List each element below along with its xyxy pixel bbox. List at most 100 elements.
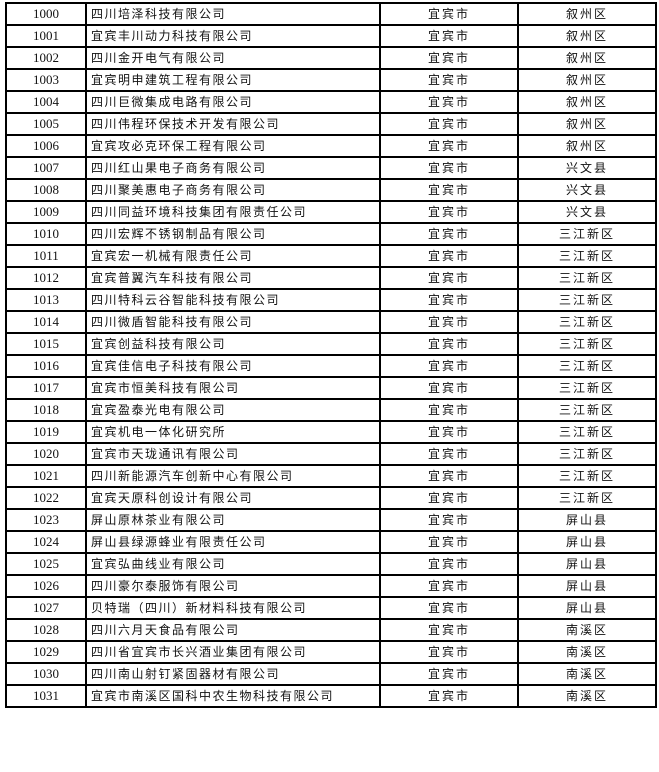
table-row: 1009 四川同益环境科技集团有限责任公司 宜宾市 兴文县 (5, 200, 657, 224)
city-cell: 宜宾市 (379, 574, 519, 598)
city-cell: 宜宾市 (379, 662, 519, 686)
company-name: 宜宾机电一体化研究所 (85, 420, 381, 444)
city-cell: 宜宾市 (379, 200, 519, 224)
city-cell: 宜宾市 (379, 640, 519, 664)
row-number: 1011 (5, 244, 87, 268)
district-cell: 屏山县 (517, 508, 657, 532)
company-name: 宜宾普翼汽车科技有限公司 (85, 266, 381, 290)
row-number: 1029 (5, 640, 87, 664)
row-number: 1003 (5, 68, 87, 92)
company-name: 宜宾盈泰光电有限公司 (85, 398, 381, 422)
row-number: 1008 (5, 178, 87, 202)
table-row: 1020 宜宾市天珑通讯有限公司 宜宾市 三江新区 (5, 442, 657, 466)
city-cell: 宜宾市 (379, 552, 519, 576)
table-row: 1019 宜宾机电一体化研究所 宜宾市 三江新区 (5, 420, 657, 444)
city-cell: 宜宾市 (379, 332, 519, 356)
table-row: 1011 宜宾宏一机械有限责任公司 宜宾市 三江新区 (5, 244, 657, 268)
company-name: 四川南山射钉紧固器材有限公司 (85, 662, 381, 686)
district-cell: 叙州区 (517, 46, 657, 70)
row-number: 1018 (5, 398, 87, 422)
district-cell: 三江新区 (517, 354, 657, 378)
table-row: 1006 宜宾攻必克环保工程有限公司 宜宾市 叙州区 (5, 134, 657, 158)
table-row: 1018 宜宾盈泰光电有限公司 宜宾市 三江新区 (5, 398, 657, 422)
company-name: 宜宾明申建筑工程有限公司 (85, 68, 381, 92)
row-number: 1027 (5, 596, 87, 620)
table-row: 1023 屏山原林茶业有限公司 宜宾市 屏山县 (5, 508, 657, 532)
row-number: 1028 (5, 618, 87, 642)
city-cell: 宜宾市 (379, 288, 519, 312)
table-row: 1001 宜宾丰川动力科技有限公司 宜宾市 叙州区 (5, 24, 657, 48)
company-name: 宜宾攻必克环保工程有限公司 (85, 134, 381, 158)
city-cell: 宜宾市 (379, 442, 519, 466)
row-number: 1025 (5, 552, 87, 576)
company-name: 四川伟程环保技术开发有限公司 (85, 112, 381, 136)
city-cell: 宜宾市 (379, 376, 519, 400)
row-number: 1023 (5, 508, 87, 532)
city-cell: 宜宾市 (379, 420, 519, 444)
district-cell: 三江新区 (517, 288, 657, 312)
row-number: 1015 (5, 332, 87, 356)
table-row: 1014 四川微盾智能科技有限公司 宜宾市 三江新区 (5, 310, 657, 334)
row-number: 1009 (5, 200, 87, 224)
district-cell: 三江新区 (517, 486, 657, 510)
city-cell: 宜宾市 (379, 112, 519, 136)
city-cell: 宜宾市 (379, 156, 519, 180)
district-cell: 兴文县 (517, 156, 657, 180)
row-number: 1024 (5, 530, 87, 554)
district-cell: 三江新区 (517, 464, 657, 488)
row-number: 1014 (5, 310, 87, 334)
company-name: 宜宾市恒美科技有限公司 (85, 376, 381, 400)
row-number: 1019 (5, 420, 87, 444)
table-row: 1027 贝特瑞（四川）新材料科技有限公司 宜宾市 屏山县 (5, 596, 657, 620)
company-name: 四川宏辉不锈钢制品有限公司 (85, 222, 381, 246)
company-name: 四川红山果电子商务有限公司 (85, 156, 381, 180)
city-cell: 宜宾市 (379, 508, 519, 532)
city-cell: 宜宾市 (379, 46, 519, 70)
company-table: 1000 四川培泽科技有限公司 宜宾市 叙州区 1001 宜宾丰川动力科技有限公司 宜宾市叙… (5, 2, 657, 708)
district-cell: 南溪区 (517, 640, 657, 664)
company-name: 宜宾佳信电子科技有限公司 (85, 354, 381, 378)
table-row: 1015 宜宾创益科技有限公司 宜宾市 三江新区 (5, 332, 657, 356)
row-number: 1010 (5, 222, 87, 246)
row-number: 1017 (5, 376, 87, 400)
district-cell: 南溪区 (517, 684, 657, 708)
district-cell: 叙州区 (517, 134, 657, 158)
row-number: 1012 (5, 266, 87, 290)
city-cell: 宜宾市 (379, 464, 519, 488)
table-row: 1024 屏山县绿源蜂业有限责任公司 宜宾市 屏山县 (5, 530, 657, 554)
table-row: 1004 四川巨微集成电路有限公司 宜宾市 叙州区 (5, 90, 657, 114)
row-number: 1000 (5, 2, 87, 26)
company-name: 宜宾弘曲线业有限公司 (85, 552, 381, 576)
city-cell: 宜宾市 (379, 354, 519, 378)
district-cell: 屏山县 (517, 596, 657, 620)
row-number: 1013 (5, 288, 87, 312)
district-cell: 屏山县 (517, 530, 657, 554)
row-number: 1006 (5, 134, 87, 158)
table-row: 1013 四川特科云谷智能科技有限公司 宜宾市 三江新区 (5, 288, 657, 312)
table-row: 1007 四川红山果电子商务有限公司 宜宾市 兴文县 (5, 156, 657, 180)
district-cell: 南溪区 (517, 662, 657, 686)
district-cell: 三江新区 (517, 332, 657, 356)
district-cell: 三江新区 (517, 222, 657, 246)
city-cell: 宜宾市 (379, 2, 519, 26)
row-number: 1026 (5, 574, 87, 598)
district-cell: 兴文县 (517, 200, 657, 224)
company-name: 四川特科云谷智能科技有限公司 (85, 288, 381, 312)
row-number: 1022 (5, 486, 87, 510)
district-cell: 三江新区 (517, 244, 657, 268)
table-row: 1017 宜宾市恒美科技有限公司 宜宾市 三江新区 (5, 376, 657, 400)
table-row: 1031 宜宾市南溪区国科中农生物科技有限公司 宜宾市 南溪区 (5, 684, 657, 708)
district-cell: 屏山县 (517, 552, 657, 576)
row-number: 1004 (5, 90, 87, 114)
district-cell: 三江新区 (517, 376, 657, 400)
company-name: 四川培泽科技有限公司 (85, 2, 381, 26)
table-row: 1000 四川培泽科技有限公司 宜宾市 叙州区 (5, 2, 657, 26)
city-cell: 宜宾市 (379, 266, 519, 290)
company-name: 宜宾丰川动力科技有限公司 (85, 24, 381, 48)
company-name: 屏山原林茶业有限公司 (85, 508, 381, 532)
company-name: 四川聚美惠电子商务有限公司 (85, 178, 381, 202)
table-body: 1000 四川培泽科技有限公司 宜宾市 叙州区 1001 宜宾丰川动力科技有限公司 宜宾市叙… (5, 2, 657, 708)
row-number: 1016 (5, 354, 87, 378)
district-cell: 叙州区 (517, 24, 657, 48)
company-name: 四川金开电气有限公司 (85, 46, 381, 70)
